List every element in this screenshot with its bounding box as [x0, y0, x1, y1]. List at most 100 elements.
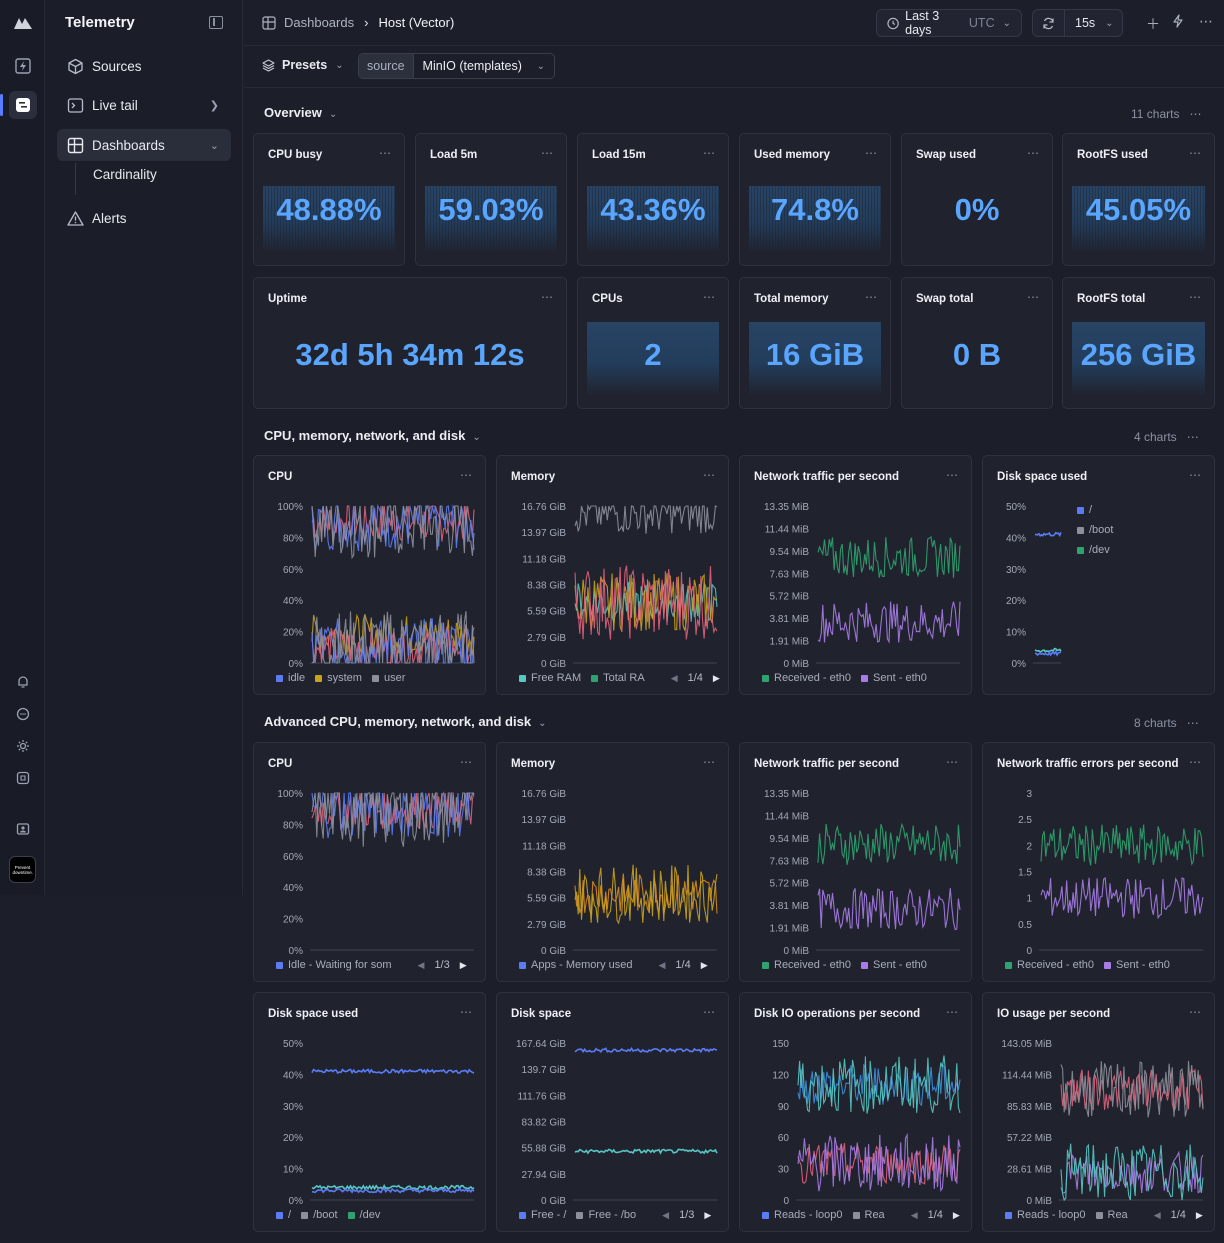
- refresh-icon[interactable]: [1033, 10, 1065, 36]
- more-icon[interactable]: ⋯: [946, 468, 959, 482]
- section-cpu-memory[interactable]: CPU, memory, network, and disk ⌄: [264, 428, 481, 443]
- refresh-control[interactable]: 15s ⌄: [1032, 9, 1123, 37]
- legend-item[interactable]: Rea: [852, 1209, 885, 1221]
- chart-card[interactable]: IO usage per second ⋯ 143.05 MiB 114.44 MiB…: [982, 992, 1215, 1232]
- more-icon[interactable]: ⋯: [703, 755, 716, 769]
- legend-item[interactable]: Sent - eth0: [861, 672, 927, 684]
- pager-next-icon[interactable]: ▶: [704, 1209, 712, 1220]
- sidebar-item-sources[interactable]: Sources: [57, 50, 231, 82]
- legend-item[interactable]: user: [371, 672, 405, 684]
- chart-card[interactable]: Disk space ⋯ 167.64 GiB 139.7 GiB 111.76 GiB…: [496, 992, 729, 1232]
- stat-card[interactable]: Uptime ⋯ 32d 5h 34m 12s: [253, 277, 567, 409]
- more-icon[interactable]: ⋯: [703, 1005, 716, 1019]
- pager-prev-icon[interactable]: ◀: [1153, 1209, 1161, 1220]
- legend-item[interactable]: /boot: [301, 1209, 338, 1221]
- more-icon[interactable]: ⋯: [1186, 430, 1199, 444]
- legend-item[interactable]: Free RAM: [519, 672, 581, 684]
- more-icon[interactable]: ⋯: [946, 755, 959, 769]
- more-icon[interactable]: ⋯: [1189, 290, 1202, 304]
- legend-item[interactable]: Total RA: [591, 672, 645, 684]
- stat-card[interactable]: Swap total ⋯ 0 B: [901, 277, 1053, 409]
- stat-card[interactable]: CPUs ⋯ 2: [577, 277, 729, 409]
- legend-item[interactable]: /: [1077, 504, 1092, 516]
- more-icon[interactable]: ⋯: [1189, 1005, 1202, 1019]
- pager-prev-icon[interactable]: ◀: [670, 672, 678, 683]
- more-icon[interactable]: ⋯: [541, 146, 554, 160]
- legend-item[interactable]: Received - eth0: [1005, 959, 1094, 971]
- stat-card[interactable]: Swap used ⋯ 0%: [901, 133, 1053, 266]
- pager-next-icon[interactable]: ▶: [1195, 1209, 1203, 1220]
- more-icon[interactable]: ⋯: [703, 468, 716, 482]
- more-icon[interactable]: ⋯: [460, 755, 473, 769]
- pager-next-icon[interactable]: ▶: [459, 959, 467, 970]
- stat-card[interactable]: Load 15m ⋯ 43.36%: [577, 133, 729, 266]
- more-icon[interactable]: ⋯: [460, 1005, 473, 1019]
- logo-icon[interactable]: [9, 9, 37, 37]
- legend-item[interactable]: Reads - loop0: [762, 1209, 843, 1221]
- chart-card[interactable]: Network traffic errors per second ⋯ 3 2.5 2 1…: [982, 742, 1215, 982]
- legend-item[interactable]: Received - eth0: [762, 672, 851, 684]
- legend-item[interactable]: Apps - Memory used: [519, 959, 632, 971]
- more-icon[interactable]: ⋯: [703, 146, 716, 160]
- legend-item[interactable]: idle: [276, 672, 305, 684]
- more-icon[interactable]: ⋯: [1027, 290, 1040, 304]
- pager-next-icon[interactable]: ▶: [712, 672, 720, 683]
- more-icon[interactable]: ⋯: [946, 1005, 959, 1019]
- more-icon[interactable]: ⋯: [1186, 716, 1199, 730]
- more-icon[interactable]: ⋯: [379, 146, 392, 160]
- presets-dropdown[interactable]: Presets ⌄: [262, 58, 344, 72]
- stat-card[interactable]: Total memory ⋯ 16 GiB: [739, 277, 891, 409]
- chart-card[interactable]: Disk IO operations per second ⋯ 150 120 90 60…: [739, 992, 972, 1232]
- sidebar-collapse-icon[interactable]: [209, 16, 223, 29]
- more-icon[interactable]: ⋯: [865, 146, 878, 160]
- stat-card[interactable]: RootFS total ⋯ 256 GiB: [1062, 277, 1215, 409]
- more-icon[interactable]: ⋯: [1027, 146, 1040, 160]
- legend-item[interactable]: Reads - loop0: [1005, 1209, 1086, 1221]
- sun-icon[interactable]: [9, 732, 37, 760]
- bolt-square-icon[interactable]: [9, 52, 37, 80]
- more-icon[interactable]: ⋯: [1189, 755, 1202, 769]
- chart-card[interactable]: Network traffic per second ⋯ 13.35 MiB 11.4…: [739, 455, 972, 695]
- telemetry-icon[interactable]: [9, 91, 37, 119]
- legend-item[interactable]: /boot: [1077, 524, 1113, 536]
- stat-card[interactable]: Load 5m ⋯ 59.03%: [415, 133, 567, 266]
- chat-icon[interactable]: [9, 700, 37, 728]
- pager-next-icon[interactable]: ▶: [700, 959, 708, 970]
- more-icon[interactable]: ⋯: [1199, 13, 1214, 29]
- stat-card[interactable]: CPU busy ⋯ 48.88%: [253, 133, 405, 266]
- sidebar-item-alerts[interactable]: Alerts: [57, 202, 231, 234]
- pager-next-icon[interactable]: ▶: [952, 1209, 960, 1220]
- more-icon[interactable]: ⋯: [460, 468, 473, 482]
- stat-card[interactable]: RootFS used ⋯ 45.05%: [1062, 133, 1215, 266]
- chart-card[interactable]: Network traffic per second ⋯ 13.35 MiB 11.4…: [739, 742, 972, 982]
- legend-item[interactable]: /dev: [347, 1209, 380, 1221]
- plus-icon[interactable]: ＋: [1146, 16, 1160, 32]
- more-icon[interactable]: ⋯: [703, 290, 716, 304]
- legend-item[interactable]: Received - eth0: [762, 959, 851, 971]
- time-range-picker[interactable]: Last 3 days UTC ⌄: [876, 9, 1022, 37]
- user-badge-icon[interactable]: [9, 815, 37, 843]
- pager-prev-icon[interactable]: ◀: [910, 1209, 918, 1220]
- more-icon[interactable]: ⋯: [541, 290, 554, 304]
- chart-card[interactable]: Disk space used ⋯ 50% 40% 30% 20% 10% 0% //boot /…: [982, 455, 1215, 695]
- promo-badge[interactable]: Prevent downtime.: [9, 856, 36, 883]
- chart-card[interactable]: Disk space used ⋯ 50% 40% 30% 20% 10% 0% //boot /…: [253, 992, 486, 1232]
- legend-item[interactable]: Sent - eth0: [861, 959, 927, 971]
- pager-prev-icon[interactable]: ◀: [658, 959, 666, 970]
- stat-card[interactable]: Used memory ⋯ 74.8%: [739, 133, 891, 266]
- section-advanced[interactable]: Advanced CPU, memory, network, and disk ⌄: [264, 714, 546, 729]
- chart-card[interactable]: CPU ⋯ 100% 80% 60% 40% 20% 0% Idle - Waiting for…: [253, 742, 486, 982]
- sidebar-item-dashboards[interactable]: Dashboards ⌄: [57, 129, 231, 161]
- sidebar-item-live-tail[interactable]: Live tail ❯: [57, 89, 231, 121]
- more-icon[interactable]: ⋯: [1189, 107, 1202, 121]
- chart-card[interactable]: Memory ⋯ 16.76 GiB 13.97 GiB 11.18 GiB 8.38 G…: [496, 455, 729, 695]
- legend-item[interactable]: /dev: [1077, 544, 1110, 556]
- legend-item[interactable]: Rea: [1095, 1209, 1128, 1221]
- legend-item[interactable]: Sent - eth0: [1104, 959, 1170, 971]
- breadcrumb-dashboards[interactable]: Dashboards: [284, 15, 355, 30]
- legend-item[interactable]: /: [276, 1209, 291, 1221]
- source-select[interactable]: source MinIO (templates) ⌄: [358, 53, 555, 79]
- legend-item[interactable]: system: [315, 672, 362, 684]
- legend-item[interactable]: Free - /bo: [576, 1209, 636, 1221]
- legend-item[interactable]: Idle - Waiting for som: [276, 959, 392, 971]
